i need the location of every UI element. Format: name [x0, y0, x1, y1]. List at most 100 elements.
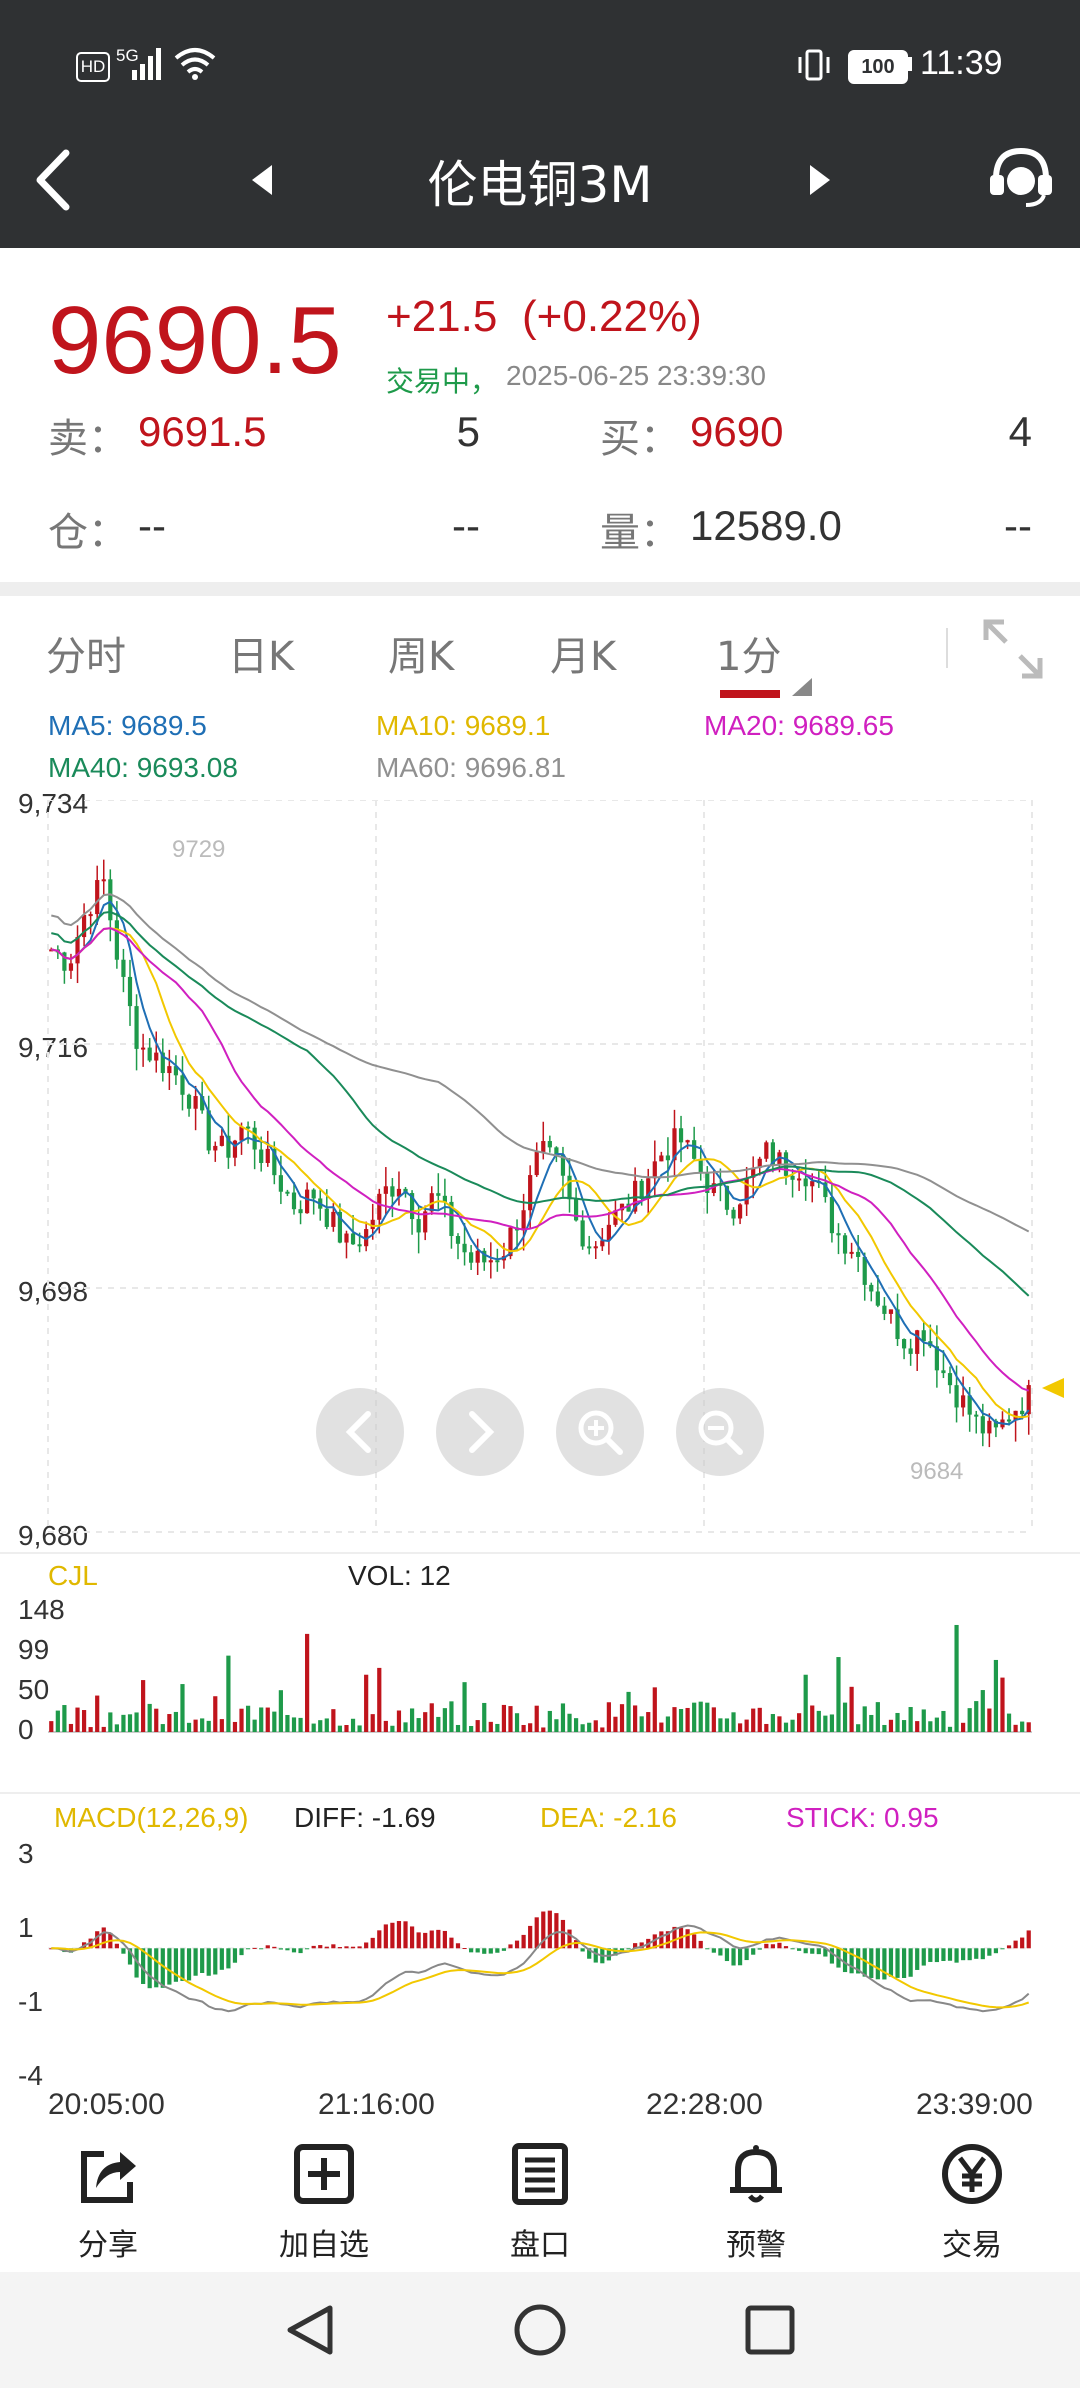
macd-stick: [436, 1929, 441, 1949]
candle-body: [980, 1416, 985, 1434]
next-contract-icon[interactable]: [806, 163, 834, 197]
zoom-in-button[interactable]: [556, 1388, 644, 1476]
macd-stick: [967, 1948, 972, 1961]
open-interest-label: 仓：: [48, 510, 128, 556]
volume-bar: [573, 1718, 579, 1732]
candle-body: [200, 1096, 205, 1111]
wifi-icon: [174, 48, 216, 80]
volume-bar: [882, 1724, 887, 1732]
volume-change: --: [1004, 502, 1032, 549]
macd-stick: [862, 1948, 867, 1977]
candle-body: [219, 1135, 224, 1146]
add-favorite-button[interactable]: 加自选: [254, 2138, 394, 2263]
candle-body: [88, 914, 93, 917]
candle-body: [836, 1233, 841, 1236]
macd-stick: [318, 1945, 323, 1949]
candle-body: [705, 1172, 710, 1194]
prev-contract-icon[interactable]: [248, 163, 276, 197]
scroll-right-button[interactable]: [436, 1388, 524, 1476]
macd-stick: [245, 1948, 251, 1950]
candle-body: [934, 1346, 939, 1371]
scroll-left-button[interactable]: [316, 1388, 404, 1476]
volume-bar: [259, 1707, 264, 1732]
macd-stick: [659, 1931, 664, 1949]
zoom-out-icon: [698, 1410, 743, 1455]
macd-stick: [101, 1927, 106, 1949]
candle-body: [134, 1006, 139, 1049]
macd-stick: [665, 1931, 671, 1949]
volume-bar: [980, 1690, 985, 1732]
candle-body: [521, 1210, 526, 1231]
volume-bar: [226, 1655, 231, 1732]
candle-body: [803, 1178, 808, 1187]
add-favorite-label: 加自选: [279, 2228, 369, 2263]
volume-bar: [311, 1723, 316, 1732]
tab-daily-k[interactable]: 日K: [228, 634, 295, 680]
share-button[interactable]: 分享: [38, 2138, 178, 2263]
macd-stick: [888, 1948, 894, 1977]
volume-bar: [626, 1691, 631, 1732]
volume-bar: [783, 1722, 789, 1732]
candle-body: [239, 1126, 244, 1141]
nav-home-icon[interactable]: [512, 2302, 568, 2358]
candle-body: [698, 1158, 703, 1173]
macd-stick: [915, 1948, 920, 1970]
volume-bar: [173, 1711, 179, 1732]
fullscreen-icon[interactable]: [982, 618, 1044, 680]
volume-bar: [803, 1674, 808, 1732]
volume-bar: [672, 1707, 677, 1732]
volume-bar: [495, 1723, 500, 1732]
candle-body: [370, 1219, 375, 1230]
macd-stick: [390, 1922, 395, 1949]
macd-tick-neg1: -1: [18, 1986, 43, 2017]
order-book-button[interactable]: 盘口: [470, 2138, 610, 2263]
candle-body: [154, 1052, 159, 1061]
macd-stick: [403, 1921, 408, 1949]
trade-button[interactable]: 交易: [902, 2138, 1042, 2263]
volume-bar: [337, 1725, 343, 1732]
macd-stick: [961, 1948, 966, 1961]
tab-timeshare[interactable]: 分时: [46, 634, 126, 680]
candle-body: [554, 1147, 559, 1155]
volume-chart[interactable]: [0, 1600, 1080, 1740]
nav-recents-icon[interactable]: [742, 2302, 798, 2358]
macd-chart[interactable]: [0, 1840, 1080, 2080]
candle-body: [141, 1047, 146, 1050]
candle-body: [298, 1209, 303, 1214]
tab-1min[interactable]: 1分: [716, 634, 782, 680]
page-title: 伦电铜3M: [427, 156, 653, 214]
volume-bar: [915, 1721, 920, 1732]
macd-stick: [895, 1948, 900, 1978]
tab-monthly-k[interactable]: 月K: [550, 634, 617, 680]
alert-button[interactable]: 预警: [686, 2138, 826, 2263]
volume-bar: [567, 1713, 572, 1732]
nav-back-icon[interactable]: [282, 2302, 338, 2358]
period-dropdown-icon[interactable]: [790, 676, 814, 698]
order-book-icon: [512, 2143, 568, 2205]
candle-body: [823, 1182, 828, 1198]
macd-stick: [954, 1948, 959, 1963]
time-tick-3: 22:28:00: [646, 2088, 763, 2121]
zoom-out-button[interactable]: [676, 1388, 764, 1476]
macd-stick: [147, 1948, 152, 1989]
volume-bar: [862, 1706, 867, 1732]
macd-stick: [560, 1919, 566, 1949]
macd-tick-neg4: -4: [18, 2060, 43, 2091]
candle-body: [469, 1252, 474, 1263]
macd-stick: [259, 1948, 264, 1950]
macd-stick: [344, 1946, 349, 1949]
customer-service-icon[interactable]: [986, 143, 1056, 213]
volume-bar: [1026, 1722, 1031, 1732]
macd-stick: [370, 1937, 375, 1949]
macd-stick: [856, 1948, 861, 1974]
ma10-line: [51, 927, 1029, 1419]
volume-bar: [55, 1710, 60, 1732]
macd-stick: [613, 1948, 618, 1956]
candle-body: [383, 1186, 388, 1194]
tab-weekly-k[interactable]: 周K: [388, 634, 455, 680]
macd-stick: [764, 1943, 769, 1949]
candlestick-chart[interactable]: [0, 800, 1080, 1540]
price-tick-bottom: 9,680: [18, 1520, 89, 1551]
back-arrow-icon[interactable]: [28, 145, 78, 215]
share-icon: [81, 2151, 136, 2203]
